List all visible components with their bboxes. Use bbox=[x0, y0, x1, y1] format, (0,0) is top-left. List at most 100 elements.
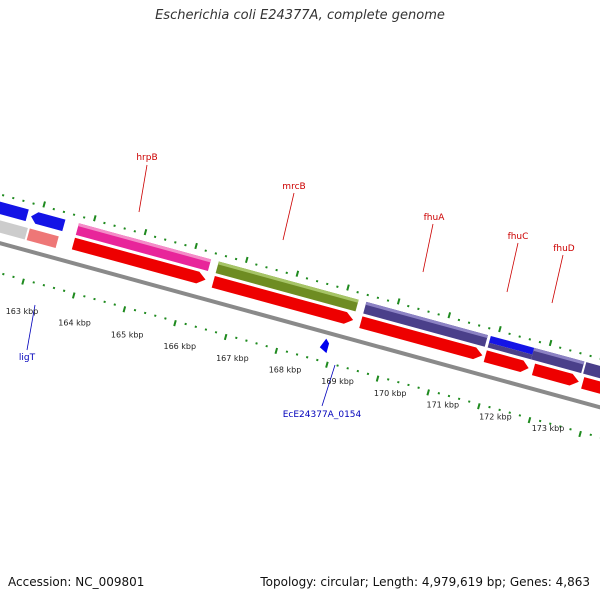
cds-hrpB[interactable] bbox=[71, 237, 207, 286]
svg-text:mrcB: mrcB bbox=[282, 182, 305, 192]
scale-label: 167 kbp bbox=[216, 354, 249, 363]
minor-tick bbox=[22, 199, 25, 203]
genome-backbone bbox=[0, 235, 600, 419]
cds-partial-right[interactable] bbox=[581, 377, 600, 405]
cds-fhuC[interactable] bbox=[483, 350, 531, 373]
minor-tick bbox=[62, 210, 66, 214]
minor-tick bbox=[285, 350, 289, 353]
minor-tick bbox=[457, 397, 461, 401]
minor-tick bbox=[32, 281, 35, 284]
minor-tick bbox=[386, 299, 390, 302]
minor-tick bbox=[336, 285, 339, 288]
minor-tick bbox=[285, 271, 288, 275]
cds-fhuD[interactable] bbox=[531, 363, 581, 388]
minor-tick bbox=[113, 303, 116, 306]
minor-tick bbox=[305, 356, 309, 359]
major-tick bbox=[447, 312, 452, 319]
svg-text:fhuD: fhuD bbox=[553, 244, 575, 254]
major-tick bbox=[274, 347, 279, 355]
minor-tick bbox=[488, 327, 491, 330]
minor-tick bbox=[184, 243, 187, 247]
minor-tick bbox=[316, 358, 319, 362]
minor-tick bbox=[2, 272, 5, 276]
major-tick bbox=[527, 416, 532, 424]
minor-tick bbox=[558, 346, 562, 349]
svg-text:EcE24377A_0154: EcE24377A_0154 bbox=[283, 410, 362, 420]
minor-tick bbox=[163, 238, 167, 241]
cds-fhuA[interactable] bbox=[359, 316, 484, 361]
minor-tick bbox=[518, 414, 522, 417]
svg-text:ligT: ligT bbox=[19, 353, 36, 363]
major-tick bbox=[477, 403, 481, 410]
gene-hrpB[interactable] bbox=[75, 223, 212, 272]
minor-tick bbox=[214, 252, 218, 255]
genome-summary-text: Topology: circular; Length: 4,979,619 bp… bbox=[260, 575, 590, 589]
minor-tick bbox=[295, 353, 299, 356]
major-tick bbox=[426, 389, 430, 396]
minor-tick bbox=[569, 349, 572, 352]
cds-left-partial[interactable] bbox=[0, 198, 29, 222]
gene-ligT[interactable] bbox=[26, 228, 59, 248]
major-tick bbox=[122, 306, 127, 313]
svg-text:fhuA: fhuA bbox=[424, 213, 446, 223]
gene-fhuC[interactable] bbox=[487, 335, 535, 360]
minor-tick bbox=[194, 325, 198, 328]
minor-tick bbox=[255, 342, 258, 345]
gene-mrcB[interactable] bbox=[215, 261, 359, 312]
scale-label: 164 kbp bbox=[58, 319, 91, 328]
gene-EcE24377A_0154[interactable] bbox=[319, 338, 330, 354]
minor-tick bbox=[498, 408, 501, 412]
gene-left-grey[interactable] bbox=[0, 216, 28, 240]
minor-tick bbox=[133, 308, 137, 312]
major-tick bbox=[325, 361, 329, 368]
minor-tick bbox=[12, 275, 15, 279]
minor-tick bbox=[52, 286, 56, 290]
minor-tick bbox=[133, 230, 137, 233]
minor-tick bbox=[397, 380, 400, 384]
major-tick bbox=[375, 375, 380, 382]
gene-label-fhuD: fhuD bbox=[551, 244, 575, 304]
minor-tick bbox=[103, 300, 106, 304]
minor-tick bbox=[153, 235, 157, 239]
major-tick bbox=[173, 320, 177, 327]
minor-tick bbox=[93, 297, 96, 301]
major-tick bbox=[143, 228, 148, 236]
minor-tick bbox=[386, 378, 390, 381]
cds-mrcB[interactable] bbox=[211, 276, 355, 326]
major-tick bbox=[71, 292, 76, 299]
minor-tick bbox=[1, 194, 5, 197]
gene-fhuD[interactable] bbox=[531, 347, 585, 374]
minor-tick bbox=[164, 317, 167, 320]
minor-tick bbox=[559, 425, 562, 428]
minor-tick bbox=[184, 322, 187, 326]
minor-tick bbox=[123, 227, 126, 230]
minor-tick bbox=[214, 331, 218, 334]
gene-label-hrpB: hrpB bbox=[136, 153, 158, 213]
svg-text:fhuC: fhuC bbox=[508, 232, 529, 242]
minor-tick bbox=[255, 263, 258, 266]
minor-tick bbox=[265, 344, 268, 348]
minor-tick bbox=[356, 291, 359, 294]
cds-left-arrow[interactable] bbox=[29, 211, 66, 232]
scale-label: 168 kbp bbox=[269, 366, 302, 375]
gene-fhuA[interactable] bbox=[363, 301, 488, 347]
minor-tick bbox=[508, 332, 511, 336]
minor-tick bbox=[569, 428, 572, 431]
minor-tick bbox=[204, 249, 207, 252]
scale-label: 170 kbp bbox=[374, 389, 407, 398]
major-tick bbox=[42, 201, 46, 208]
gene-label-ligT: ligT bbox=[19, 304, 36, 363]
minor-tick bbox=[488, 405, 491, 409]
minor-tick bbox=[174, 241, 177, 244]
minor-tick bbox=[427, 310, 430, 313]
gene-label-fhuC: fhuC bbox=[506, 232, 529, 293]
scale-label: 169 kbp bbox=[321, 377, 354, 386]
gene-partial-right[interactable] bbox=[583, 362, 600, 390]
minor-tick bbox=[62, 289, 66, 292]
svg-text:hrpB: hrpB bbox=[136, 153, 157, 163]
minor-tick bbox=[589, 354, 592, 358]
minor-tick bbox=[579, 351, 582, 355]
major-tick bbox=[223, 333, 228, 341]
major-tick bbox=[498, 325, 502, 333]
